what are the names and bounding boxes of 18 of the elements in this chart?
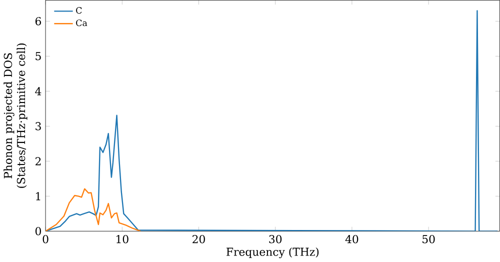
y-tick-label: 5	[36, 52, 41, 60]
y-axis-title: Phonon projected DOS (States/THz·primitive cell)	[4, 44, 28, 188]
y-tick-label: 3	[36, 122, 41, 130]
x-tick-label: 40	[345, 235, 358, 244]
y-tick-label: 6	[36, 17, 42, 26]
y-tick-label: 0	[35, 227, 41, 236]
x-tick-label: 10	[116, 235, 128, 244]
y-tick-label: 1	[36, 192, 40, 200]
x-tick-label: 50	[422, 235, 435, 244]
x-tick-label: 30	[269, 235, 282, 244]
x-axis-title: Frequency (THz)	[226, 248, 319, 258]
y-tick-label: 4	[35, 87, 42, 96]
y-tick-label: 2	[36, 157, 41, 166]
legend-label: C	[76, 7, 82, 14]
x-tick-label: 20	[192, 235, 205, 244]
x-tick-label: 0	[42, 235, 48, 244]
line-series	[46, 188, 142, 232]
legend-label: Ca	[76, 20, 88, 26]
